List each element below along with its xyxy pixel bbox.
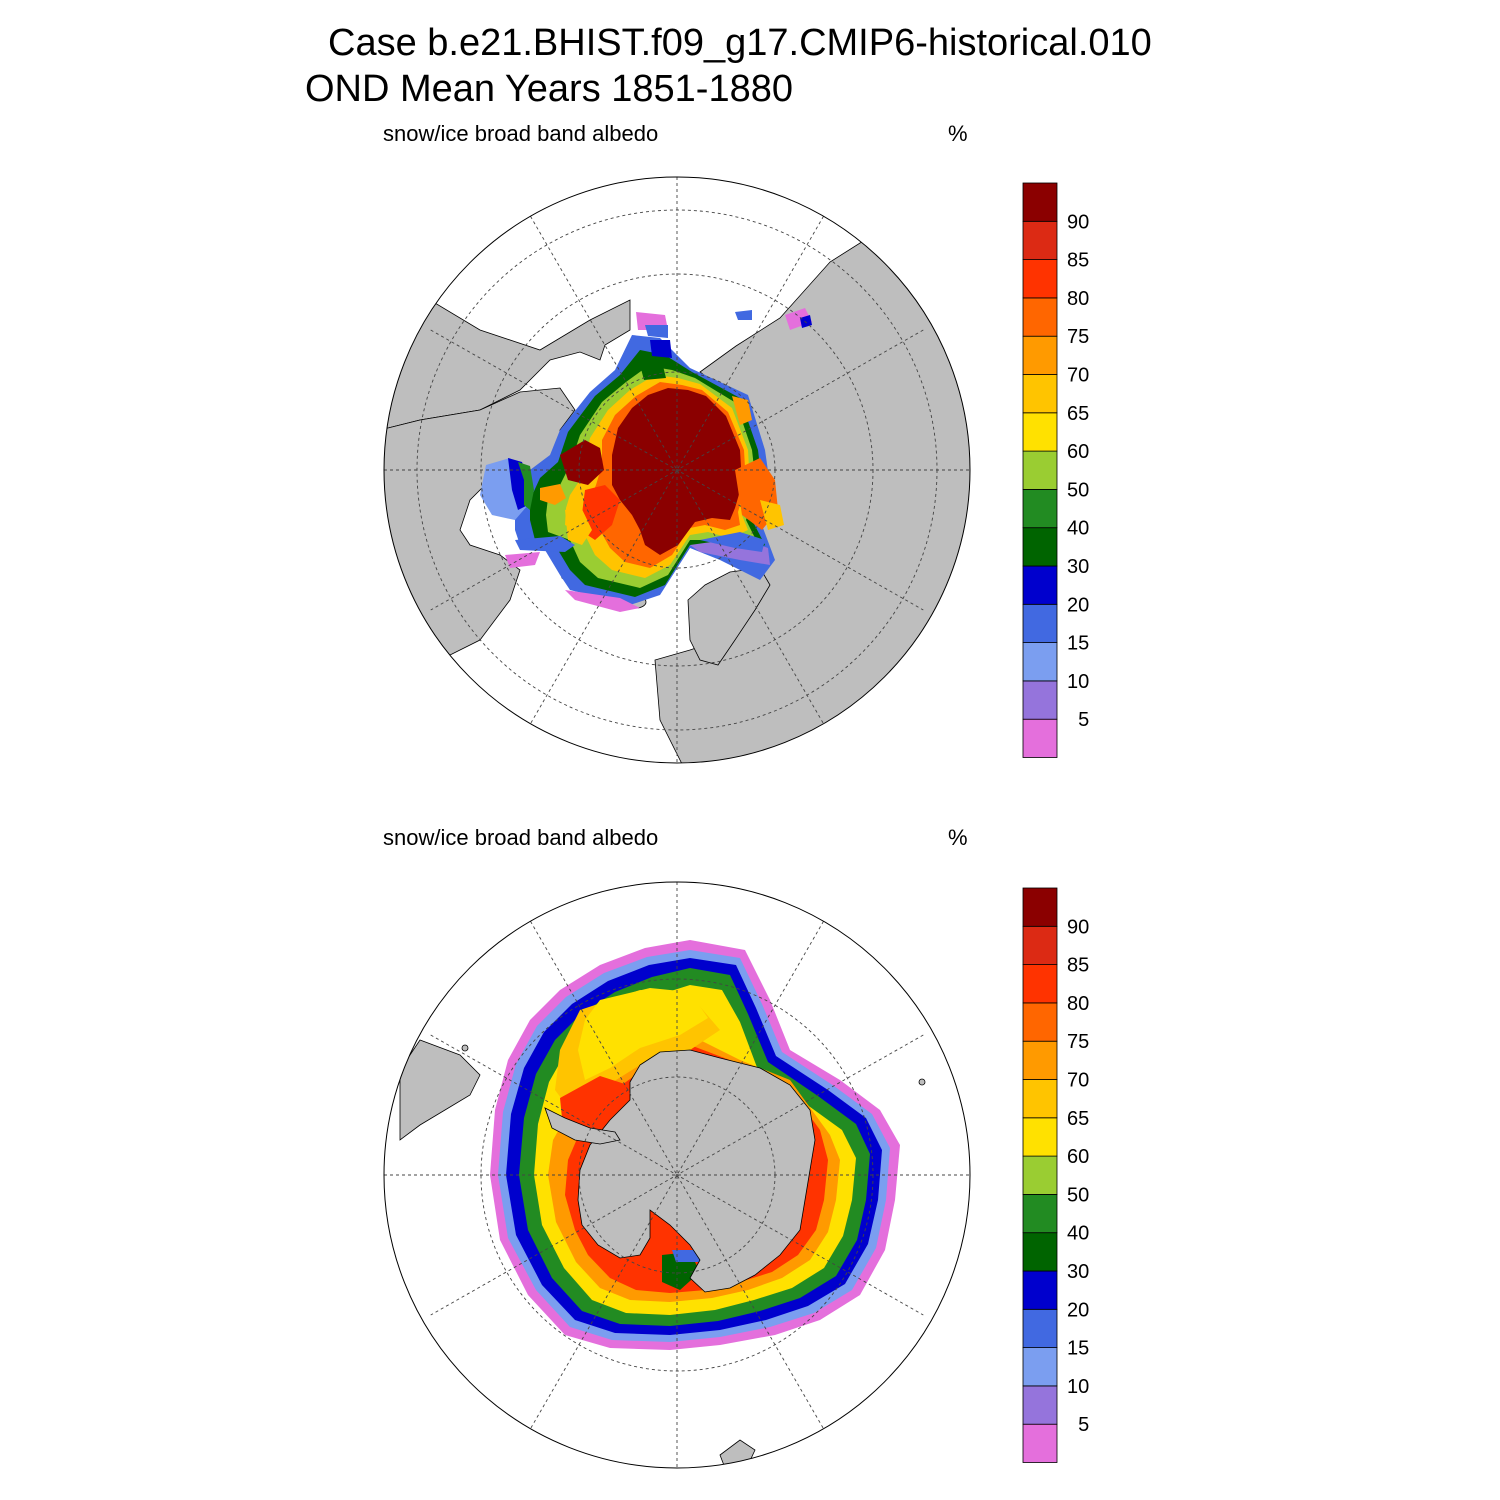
- north-colorbar-box-10: [1022, 335, 1058, 375]
- north-colorbar-tick-label: 10: [1067, 671, 1089, 693]
- south-colorbar-box-14: [1022, 887, 1058, 927]
- south-panel-units-label: %: [948, 825, 968, 850]
- north-colorbar-tick-label: 50: [1067, 479, 1089, 501]
- north-seaice-greenland-sea-fringe: [565, 590, 640, 612]
- south-colorbar-tick-label: 10: [1067, 1376, 1089, 1398]
- north-colorbar-box-12: [1022, 259, 1058, 299]
- north-seaice-kara-sea-edge: [760, 500, 784, 530]
- north-seaice-contours: [480, 308, 812, 612]
- north-colorbar-box-11: [1022, 297, 1058, 337]
- south-colorbar-tick-label: 75: [1067, 1031, 1089, 1053]
- north-colorbar-tick-label: 75: [1067, 326, 1089, 348]
- north-seaice-baffin-edge: [565, 505, 592, 545]
- south-colorbar-tick-label: 5: [1067, 1414, 1089, 1436]
- north-colorbar-tick-label: 80: [1067, 288, 1089, 310]
- south-colorbar-box-12: [1022, 964, 1058, 1004]
- south-colorbar-box-4: [1022, 1270, 1058, 1310]
- north-seaice-foxe-basin: [540, 484, 566, 505]
- north-colorbar-tick-label: 85: [1067, 250, 1089, 272]
- north-colorbar-box-14: [1022, 182, 1058, 222]
- south-colorbar: 5 10 15 20 30 40 50 60 65 70 75 80 85 90: [1022, 887, 1089, 1463]
- north-colorbar-tick-label: 65: [1067, 403, 1089, 425]
- south-colorbar-tick-label: 80: [1067, 993, 1089, 1015]
- south-colorbar-tick-label: 60: [1067, 1146, 1089, 1168]
- south-colorbar-tick-label: 30: [1067, 1261, 1089, 1283]
- south-colorbar-tick-label: 15: [1067, 1338, 1089, 1360]
- south-land-island-1: [461, 1044, 469, 1052]
- north-seaice-okhotsk-dot: [800, 315, 812, 328]
- north-seaice-okhotsk-edge: [735, 310, 752, 320]
- north-panel-variable-label: snow/ice broad band albedo: [383, 121, 659, 146]
- north-colorbar-tick-label: 30: [1067, 556, 1089, 578]
- south-colorbar-box-11: [1022, 1002, 1058, 1042]
- north-colorbar-box-6: [1022, 488, 1058, 529]
- north-panel-units-label: %: [948, 121, 968, 146]
- north-graticule: [384, 177, 970, 763]
- north-seaice-okhotsk-fringe: [785, 308, 812, 330]
- south-land-south-america: [399, 1039, 481, 1141]
- south-graticule: [384, 882, 970, 1468]
- north-colorbar-box-2: [1022, 642, 1058, 682]
- south-colorbar-box-5: [1022, 1232, 1058, 1272]
- south-land-antarctica: [577, 1049, 816, 1293]
- north-map-border: [383, 176, 971, 764]
- south-colorbar-box-2: [1022, 1347, 1058, 1387]
- south-colorbar-tick-label: 20: [1067, 1299, 1089, 1321]
- north-colorbar-box-9: [1022, 374, 1058, 414]
- south-colorbar-tick-label: 65: [1067, 1108, 1089, 1130]
- south-colorbar-box-9: [1022, 1079, 1058, 1119]
- figure-title-case: Case b.e21.BHIST.f09_g17.CMIP6-historica…: [328, 22, 1152, 64]
- south-colorbar-tick-label: 40: [1067, 1223, 1089, 1245]
- south-colorbar-tick-label: 70: [1067, 1070, 1089, 1092]
- south-land-island-2: [918, 1078, 926, 1086]
- north-colorbar-tick-label: 90: [1067, 211, 1089, 233]
- south-map-border: [383, 881, 971, 1469]
- south-colorbar-box-10: [1022, 1040, 1058, 1080]
- north-seaice-chukchi-band: [640, 362, 666, 380]
- north-colorbar-box-4: [1022, 565, 1058, 605]
- north-seaice-labrador-strip: [515, 536, 575, 552]
- north-colorbar-tick-label: 15: [1067, 633, 1089, 655]
- south-seaice-ross-edge: [672, 1250, 702, 1262]
- figure-title-period: OND Mean Years 1851-1880: [305, 68, 793, 110]
- north-colorbar-box-5: [1022, 527, 1058, 567]
- north-colorbar: 5 10 15 20 30 40 50 60 65 70 75 80 85 90: [1022, 182, 1089, 758]
- north-colorbar-box-8: [1022, 412, 1058, 452]
- south-colorbar-tick-label: 50: [1067, 1184, 1089, 1206]
- south-seaice-weddell-core: [578, 988, 708, 1080]
- north-colorbar-box-13: [1022, 220, 1058, 261]
- north-seaice-laptev-edge: [732, 396, 752, 425]
- south-land-masses: [399, 1039, 926, 1468]
- north-seaice-bering-edge: [645, 325, 668, 338]
- south-polar-map: [383, 881, 971, 1469]
- south-colorbar-box-7: [1022, 1155, 1058, 1195]
- south-colorbar-box-8: [1022, 1117, 1058, 1157]
- south-colorbar-box-1: [1022, 1385, 1058, 1425]
- south-land-antarctic-peninsula: [544, 1107, 621, 1145]
- south-colorbar-tick-label: 90: [1067, 916, 1089, 938]
- north-colorbar-tick-label: 70: [1067, 365, 1089, 387]
- south-colorbar-box-13: [1022, 925, 1058, 965]
- north-colorbar-box-7: [1022, 450, 1058, 490]
- south-seaice-weddell-coast: [560, 1076, 628, 1128]
- north-seaice-archipelago-patch: [560, 440, 604, 485]
- north-colorbar-tick-label: 20: [1067, 594, 1089, 616]
- north-colorbar-box-0: [1022, 718, 1058, 758]
- south-colorbar-box-0: [1022, 1423, 1058, 1463]
- south-panel-variable-label: snow/ice broad band albedo: [383, 825, 659, 850]
- north-colorbar-tick-label: 40: [1067, 518, 1089, 540]
- south-colorbar-box-3: [1022, 1308, 1058, 1349]
- south-colorbar-tick-label: 85: [1067, 955, 1089, 977]
- north-seaice-hudson-bay-rim: [518, 462, 534, 510]
- north-colorbar-box-3: [1022, 603, 1058, 643]
- north-land-scandinavia: [687, 567, 771, 666]
- north-colorbar-box-1: [1022, 680, 1058, 720]
- north-colorbar-tick-label: 5: [1067, 709, 1089, 731]
- north-polar-map: [383, 176, 971, 764]
- north-colorbar-tick-label: 60: [1067, 441, 1089, 463]
- south-colorbar-box-6: [1022, 1194, 1058, 1234]
- north-seaice-labrador-fringe: [505, 552, 540, 568]
- north-seaice-chukchi-strip: [650, 340, 672, 358]
